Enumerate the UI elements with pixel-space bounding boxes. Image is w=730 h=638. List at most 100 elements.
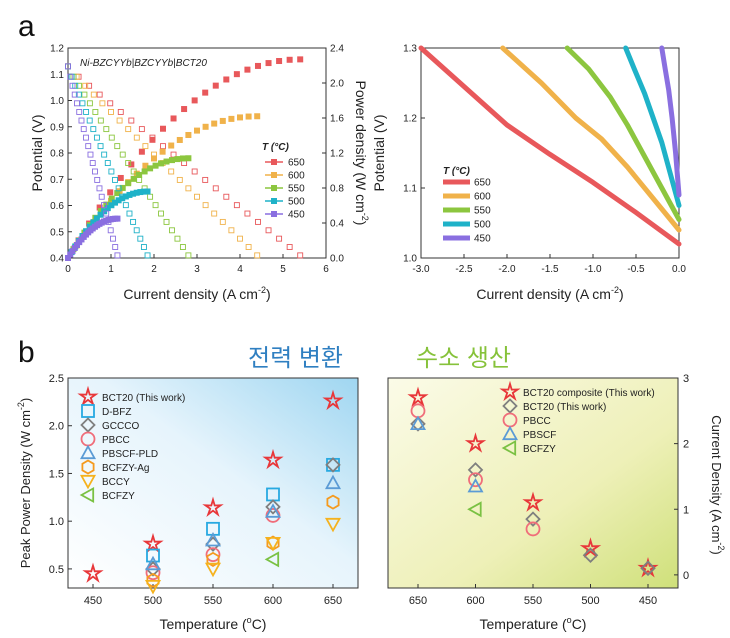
iv-point-600 bbox=[219, 218, 226, 225]
iv-point-450 bbox=[78, 117, 85, 124]
iv-point-450 bbox=[103, 210, 110, 217]
legend-label-500: 500 bbox=[474, 220, 491, 231]
power-point-650 bbox=[276, 58, 283, 65]
power-point-550 bbox=[168, 157, 175, 164]
legend-label-PBCC: PBCC bbox=[523, 416, 551, 427]
iv-point-450 bbox=[114, 252, 121, 259]
point-BCT20 (This work) bbox=[322, 389, 344, 411]
point-BCFZY bbox=[264, 551, 280, 568]
y-tick-label-a-right: 1.0 bbox=[403, 254, 417, 265]
y2-axis-label-a-left: Power density (W cm-2) bbox=[353, 81, 370, 226]
power-point-600 bbox=[176, 136, 183, 143]
point-PBCC bbox=[205, 547, 221, 562]
iv-point-500 bbox=[101, 151, 108, 158]
iv-point-450 bbox=[92, 168, 98, 175]
iv-point-650 bbox=[297, 252, 304, 259]
point-BCT20 composite (This work) bbox=[407, 386, 429, 407]
iv-point-650 bbox=[75, 73, 82, 80]
iv-point-450 bbox=[112, 244, 119, 250]
legend-label-600: 600 bbox=[474, 192, 491, 203]
legend-label-PBSCF: PBSCF bbox=[523, 430, 556, 441]
iv-point-600 bbox=[211, 210, 218, 217]
iv-point-500 bbox=[130, 218, 137, 225]
x-tick-label-a-left: 1 bbox=[108, 264, 114, 275]
series-line-450 bbox=[659, 45, 682, 198]
iv-point-600 bbox=[176, 176, 183, 183]
y2-tick-label-b-right: 3 bbox=[683, 373, 689, 385]
legend-a-right: T (°C) 650 600 550 500 450 bbox=[443, 166, 491, 245]
annotation-a-left: Ni-BZCYYb|BZCYYb|BCT20 bbox=[80, 58, 207, 69]
point-BCCY bbox=[264, 537, 282, 552]
legend-b-right: BCT20 composite (This work) BCT20 (This w… bbox=[499, 380, 655, 457]
iv-point-650 bbox=[212, 185, 219, 192]
iv-point-450 bbox=[71, 91, 78, 98]
legend-marker-BCFZY-Ag bbox=[81, 459, 95, 475]
x-tick-label-b-right: 450 bbox=[639, 595, 657, 607]
x-tick-label-b-left: 600 bbox=[264, 595, 282, 607]
legend-marker-BCFZY bbox=[79, 486, 95, 504]
power-point-650 bbox=[138, 148, 145, 155]
iv-point-550 bbox=[108, 134, 115, 141]
iv-point-550 bbox=[75, 82, 82, 89]
power-point-600 bbox=[245, 113, 252, 120]
iv-point-550 bbox=[158, 210, 164, 217]
x-tick-label-b-left: 450 bbox=[84, 595, 102, 607]
legend-b-left: BCT20 (This work) D-BFZ GCCCO PBCC PBSCF-PLD… bbox=[77, 385, 185, 504]
y-tick-label-b-left: 2.0 bbox=[49, 421, 64, 433]
y-tick-label-b-left: 1.0 bbox=[49, 516, 64, 528]
iv-point-600 bbox=[194, 193, 200, 200]
point-BCCY bbox=[204, 562, 222, 578]
iv-point-500 bbox=[83, 108, 90, 115]
legend-label-BCT20 (This work): BCT20 (This work) bbox=[102, 393, 185, 404]
iv-point-500 bbox=[75, 91, 82, 98]
power-point-650 bbox=[254, 62, 261, 69]
power-point-450 bbox=[114, 215, 121, 222]
panel-label-b: b bbox=[18, 336, 35, 369]
iv-point-600 bbox=[90, 91, 97, 98]
iv-point-450 bbox=[94, 176, 101, 183]
x-tick-label-a-right: -1.5 bbox=[541, 264, 559, 275]
legend-label-PBSCF-PLD: PBSCF-PLD bbox=[102, 449, 158, 460]
iv-point-500 bbox=[86, 117, 93, 124]
legend-label-BCT20 composite (This work): BCT20 composite (This work) bbox=[523, 388, 655, 399]
iv-point-450 bbox=[107, 227, 114, 234]
power-point-650 bbox=[202, 89, 209, 96]
iv-point-600 bbox=[237, 235, 243, 242]
iv-point-650 bbox=[96, 91, 103, 98]
iv-point-650 bbox=[286, 244, 293, 250]
iv-point-500 bbox=[140, 244, 147, 250]
legend-marker-GCCCO bbox=[80, 417, 96, 433]
power-point-600 bbox=[202, 123, 209, 130]
iv-point-500 bbox=[122, 202, 129, 209]
y-tick-label-a-left: 1.1 bbox=[50, 70, 64, 81]
x-tick-label-a-left: 4 bbox=[237, 264, 243, 275]
power-point-550 bbox=[125, 180, 132, 187]
legend-title-a-right: T (°C) bbox=[443, 166, 470, 177]
iv-point-550 bbox=[152, 202, 159, 209]
power-point-650 bbox=[128, 161, 135, 168]
power-point-650 bbox=[297, 56, 304, 63]
point-PBSCF-PLD bbox=[324, 474, 342, 490]
point-BCFZY-Ag bbox=[326, 494, 340, 510]
power-point-600 bbox=[254, 113, 261, 120]
iv-point-500 bbox=[90, 126, 97, 133]
korean-label-power: 전력 변환 bbox=[248, 345, 343, 372]
power-point-650 bbox=[149, 136, 156, 143]
series-line-600 bbox=[500, 45, 682, 233]
point-BCT20 (This work) bbox=[202, 496, 224, 517]
iv-point-650 bbox=[86, 82, 93, 89]
iv-point-650 bbox=[117, 108, 124, 115]
iv-point-450 bbox=[87, 151, 94, 158]
point-PBSCF-PLD bbox=[144, 555, 162, 571]
point-BCCY bbox=[144, 580, 162, 595]
legend-marker-PBSCF-PLD bbox=[79, 444, 97, 460]
legend-label-GCCCO: GCCCO bbox=[102, 421, 139, 432]
y-tick-label-a-right: 1.2 bbox=[403, 114, 417, 125]
iv-point-550 bbox=[81, 91, 88, 98]
power-point-550 bbox=[152, 162, 159, 169]
iv-point-500 bbox=[115, 185, 122, 192]
power-point-550 bbox=[136, 171, 143, 178]
power-point-500 bbox=[144, 188, 151, 195]
power-point-550 bbox=[147, 165, 154, 172]
iv-point-500 bbox=[93, 134, 100, 141]
